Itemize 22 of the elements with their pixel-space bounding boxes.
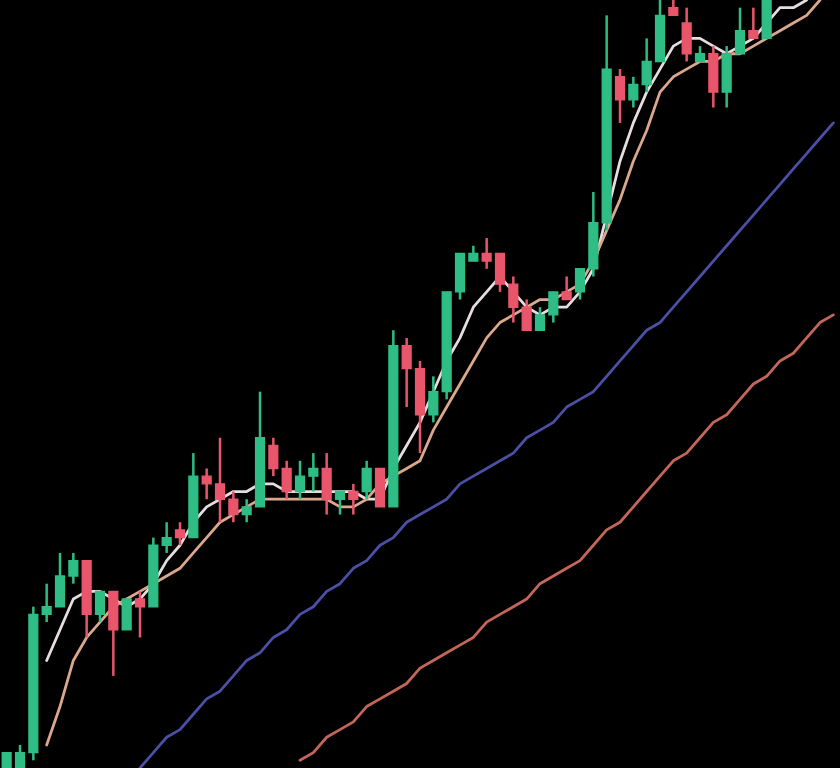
candlestick xyxy=(628,75,639,109)
candlestick xyxy=(108,590,119,678)
candlestick xyxy=(374,467,386,509)
candlestick xyxy=(428,375,439,424)
candlestick xyxy=(268,436,279,478)
candlestick xyxy=(174,520,186,547)
candlestick xyxy=(761,0,772,40)
candlestick xyxy=(161,520,172,555)
candlestick xyxy=(521,298,532,332)
candlestick xyxy=(121,598,132,631)
candlestick xyxy=(561,275,572,301)
candlestick xyxy=(708,44,719,109)
candlestick xyxy=(321,451,332,516)
candlestick xyxy=(281,459,292,501)
candlestick xyxy=(614,67,626,125)
candlestick xyxy=(748,6,759,40)
candlestick xyxy=(334,490,346,516)
candlestick xyxy=(94,590,106,624)
candlestick xyxy=(134,590,146,639)
candlestick xyxy=(681,6,692,63)
candlestick xyxy=(348,482,359,516)
candlestick xyxy=(361,459,372,501)
